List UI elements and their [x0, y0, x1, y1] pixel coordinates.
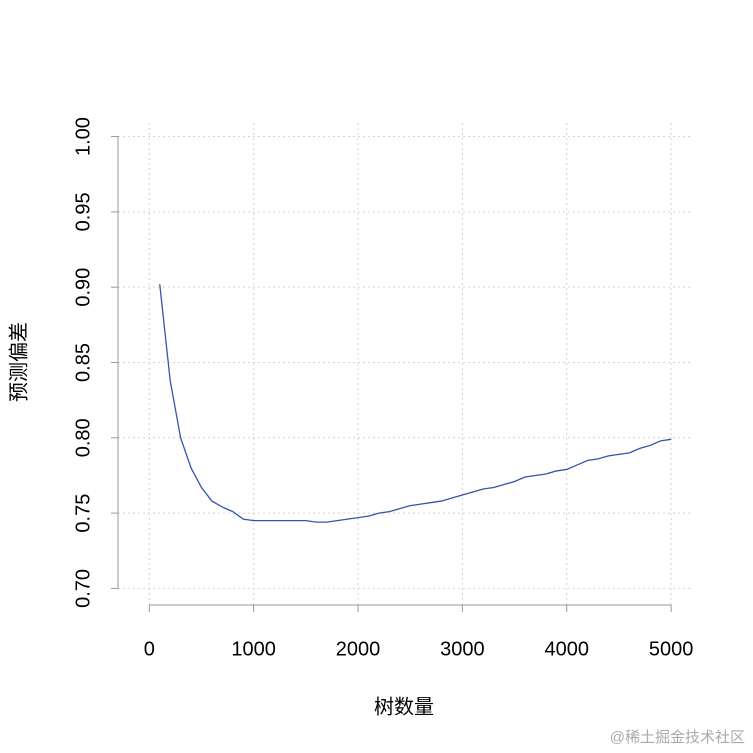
y-tick-label: 0.70 — [72, 569, 94, 608]
x-tick-label: 2000 — [336, 638, 381, 660]
y-tick-label: 1.00 — [72, 117, 94, 156]
x-tick-label: 4000 — [545, 638, 590, 660]
watermark: @稀土掘金技术社区 — [610, 729, 745, 746]
y-tick-label: 0.80 — [72, 418, 94, 457]
x-tick-label: 0 — [144, 638, 155, 660]
y-tick-label: 0.85 — [72, 343, 94, 382]
y-tick-label: 0.90 — [72, 268, 94, 307]
y-tick-label: 0.95 — [72, 192, 94, 231]
x-tick-label: 3000 — [440, 638, 485, 660]
line-series — [159, 284, 672, 523]
x-tick-label: 5000 — [649, 638, 694, 660]
x-axis-title: 树数量 — [374, 695, 434, 718]
y-tick-label: 0.75 — [72, 494, 94, 533]
x-tick-label: 1000 — [231, 638, 276, 660]
y-axis-title: 预测偏差 — [7, 322, 30, 402]
